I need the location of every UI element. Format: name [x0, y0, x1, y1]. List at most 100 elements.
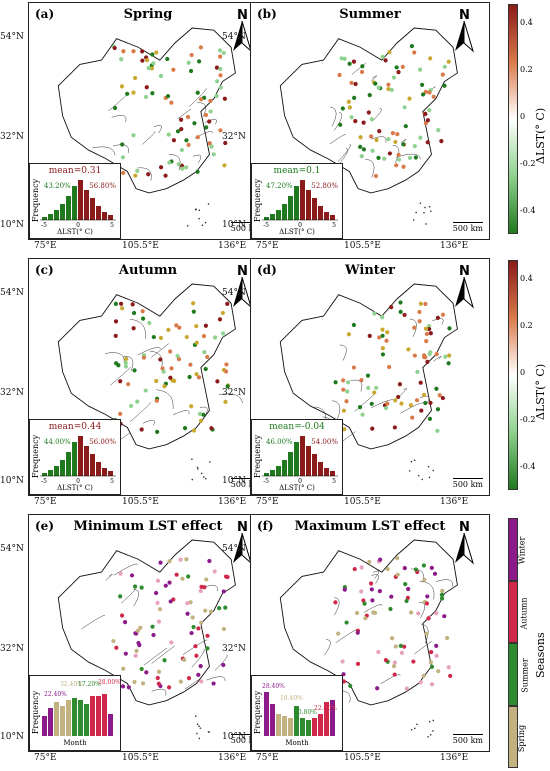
- station-dot: [223, 574, 229, 579]
- station-dot: [423, 326, 429, 331]
- province-boundary: [81, 615, 106, 630]
- station-dot: [155, 429, 160, 434]
- station-dot: [218, 66, 223, 72]
- province-boundary: [339, 344, 347, 361]
- station-dot: [124, 356, 129, 361]
- island-mark: [198, 725, 200, 727]
- station-dot: [373, 173, 379, 179]
- hist-bar: [330, 215, 335, 220]
- station-dot: [130, 302, 135, 307]
- scale-bar: 500 km: [230, 478, 261, 489]
- station-dot: [191, 309, 196, 314]
- station-dot: [160, 366, 165, 371]
- station-dot: [182, 657, 187, 662]
- station-dot: [154, 50, 159, 55]
- station-dot: [118, 301, 124, 306]
- station-dot: [359, 377, 364, 383]
- station-dot: [203, 608, 208, 613]
- station-dot: [184, 557, 189, 562]
- season-percent: 17.20%: [78, 681, 101, 688]
- station-dot: [208, 98, 213, 103]
- island-mark: [432, 719, 435, 722]
- station-dot: [209, 144, 214, 149]
- province-boundary: [414, 641, 433, 655]
- season-title: Seasons: [534, 632, 547, 678]
- station-dot: [395, 132, 400, 137]
- station-dot: [131, 90, 136, 95]
- station-dot: [402, 312, 407, 318]
- station-dot: [151, 61, 156, 66]
- station-dot: [208, 109, 213, 114]
- province-boundary: [104, 352, 125, 362]
- province-boundary: [371, 574, 379, 584]
- station-dot: [410, 415, 415, 420]
- station-dot: [140, 316, 146, 321]
- station-dot: [146, 66, 151, 71]
- station-dot: [380, 333, 385, 338]
- station-dot: [208, 609, 214, 614]
- hist-bar: [282, 460, 287, 476]
- station-dot: [195, 135, 200, 140]
- station-dot: [217, 317, 223, 322]
- station-dot: [126, 382, 131, 387]
- island-mark: [421, 478, 424, 481]
- province-boundary: [329, 134, 346, 145]
- station-dot: [375, 686, 380, 691]
- month-bar: [282, 716, 287, 736]
- station-dot: [447, 326, 452, 331]
- lon-tick: 136°E: [218, 753, 247, 763]
- station-dot: [370, 148, 375, 153]
- station-dot: [405, 595, 410, 600]
- province-boundary: [151, 688, 167, 696]
- station-dot: [369, 134, 374, 139]
- month-bar: [90, 696, 95, 736]
- hist-bar: [96, 206, 101, 220]
- station-dot: [429, 565, 434, 570]
- province-boundary: [199, 406, 208, 418]
- station-dot: [135, 399, 140, 404]
- station-dot: [346, 99, 351, 104]
- province-boundary: [373, 570, 380, 579]
- station-dot: [360, 412, 365, 417]
- china-map: [279, 283, 458, 481]
- station-dot: [365, 373, 371, 378]
- province-boundary: [143, 647, 168, 666]
- station-dot: [196, 672, 201, 677]
- hist-bar: [324, 212, 329, 220]
- station-dot: [204, 125, 209, 130]
- station-dot: [196, 626, 201, 631]
- station-dot: [139, 585, 144, 590]
- station-dot: [423, 301, 428, 307]
- station-dot: [139, 666, 144, 672]
- station-dot: [190, 615, 195, 620]
- station-dot: [176, 162, 181, 167]
- station-dot: [348, 683, 353, 689]
- station-dot: [113, 333, 118, 338]
- station-dot: [359, 565, 364, 570]
- station-dot: [177, 325, 182, 330]
- station-dot: [399, 650, 404, 655]
- map-panel-5: (e) Minimum LST effect N 500 km Frequency Mon…: [28, 514, 268, 752]
- station-dot: [166, 327, 171, 332]
- station-dot: [150, 624, 155, 629]
- station-dot: [218, 54, 223, 59]
- colorbar-tick: 0.4: [520, 18, 533, 27]
- station-dot: [398, 300, 403, 305]
- histogram-inset: mean=0.1 47.20% 52.80% Frequency ΔLST(° C) -5…: [251, 163, 343, 239]
- station-dot: [202, 95, 207, 100]
- station-dot: [389, 636, 395, 641]
- station-dot: [403, 124, 408, 129]
- lat-tick-left: 10°N: [0, 732, 24, 742]
- station-dot: [139, 427, 144, 432]
- province-boundary: [333, 111, 343, 131]
- station-dot: [138, 625, 143, 630]
- province-boundary: [392, 144, 400, 163]
- station-dot: [435, 428, 440, 433]
- lon-tick: 75°E: [256, 241, 279, 251]
- station-dot: [195, 90, 200, 95]
- station-dot: [146, 172, 151, 177]
- station-dot: [212, 569, 217, 574]
- station-dot: [112, 105, 118, 111]
- hist-tick: 0: [298, 478, 302, 485]
- station-dot: [135, 168, 140, 173]
